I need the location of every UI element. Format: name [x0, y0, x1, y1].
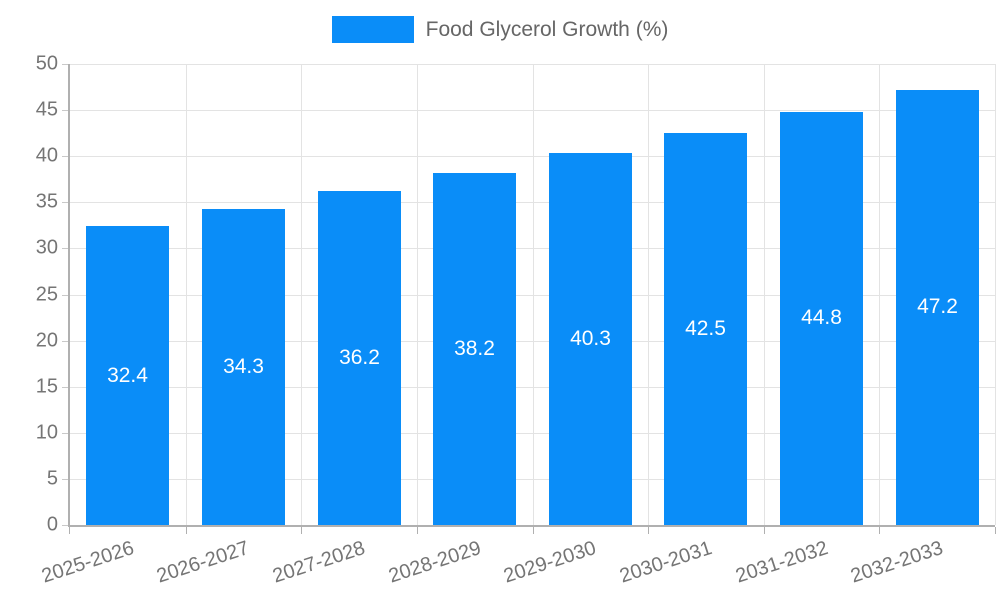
bar-2029-2030: 40.3 [549, 153, 632, 525]
y-axis-tick-label: 0 [46, 513, 58, 536]
bar-value-label: 40.3 [570, 327, 611, 351]
bar-value-label: 42.5 [685, 317, 726, 341]
y-axis-tick-label: 50 [35, 52, 58, 75]
x-tick-mark [763, 527, 765, 534]
x-gridline [648, 64, 650, 525]
bar-value-label: 38.2 [454, 336, 495, 360]
y-tick-mark [62, 478, 68, 480]
bar-value-label: 47.2 [917, 295, 958, 319]
y-tick-mark [62, 110, 68, 112]
x-gridline [763, 64, 765, 525]
y-tick-mark [62, 386, 68, 388]
y-axis-tick-label: 20 [35, 329, 58, 352]
bar-2032-2033: 47.2 [896, 89, 979, 525]
y-axis-tick-label: 45 [35, 98, 58, 121]
x-gridline [185, 64, 187, 525]
y-axis-tick-label: 15 [35, 375, 58, 398]
plot-area: 0 5 10 15 20 25 30 35 40 45 50 32.4 2025-2026 34.3 202… [36, 53, 996, 587]
x-tick-mark [532, 527, 534, 534]
y-axis-tick-label: 25 [35, 283, 58, 305]
y-tick-mark [62, 156, 68, 158]
legend-swatch-icon [331, 16, 414, 43]
y-tick-mark [62, 525, 68, 526]
x-gridline [301, 64, 303, 525]
y-axis-tick-label: 30 [35, 236, 58, 259]
bar-2030-2031: 42.5 [664, 133, 747, 525]
y-tick-mark [62, 202, 68, 204]
y-axis-tick-label: 40 [35, 144, 58, 167]
bar-value-label: 32.4 [107, 363, 148, 387]
x-tick-mark [185, 527, 187, 534]
x-tick-mark [879, 527, 881, 534]
bar-2031-2032: 44.8 [780, 111, 863, 525]
y-axis-tick-label: 5 [46, 467, 58, 490]
legend-label: Food Glycerol Growth (%) [425, 17, 669, 41]
bar-2025-2026: 32.4 [86, 226, 169, 525]
bar-2028-2029: 38.2 [433, 172, 516, 525]
x-gridline [995, 64, 996, 525]
bar-value-label: 34.3 [223, 354, 264, 378]
x-gridline [416, 64, 418, 525]
y-tick-mark [62, 432, 68, 434]
y-tick-mark [62, 248, 68, 250]
chart-legend[interactable]: Food Glycerol Growth (%) [0, 16, 1000, 43]
x-tick-mark [648, 527, 650, 534]
y-tick-mark [62, 340, 68, 342]
y-axis-tick-label: 35 [35, 190, 58, 213]
x-gridline [879, 64, 881, 525]
bar-value-label: 44.8 [801, 306, 842, 330]
x-tick-mark [301, 527, 303, 534]
x-tick-mark [69, 527, 70, 534]
x-gridline [532, 64, 534, 525]
bar-value-label: 36.2 [339, 346, 380, 370]
y-tick-mark [62, 64, 68, 65]
y-tick-mark [62, 294, 68, 296]
x-tick-mark [416, 527, 418, 534]
bar-2027-2028: 36.2 [318, 191, 401, 525]
y-axis-tick-label: 10 [35, 421, 58, 444]
bar-2026-2027: 34.3 [202, 208, 285, 525]
x-tick-mark [995, 527, 996, 534]
